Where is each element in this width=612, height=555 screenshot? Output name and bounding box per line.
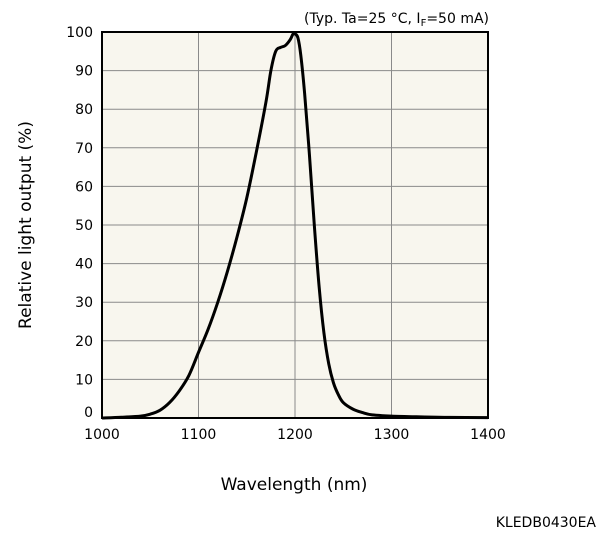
y-tick-label: 0 <box>84 405 93 421</box>
document-code: KLEDB0430EA <box>496 515 597 531</box>
x-tick-label: 1200 <box>277 427 313 443</box>
condition-suffix: =50 mA) <box>426 11 489 27</box>
x-tick-label: 1300 <box>374 427 410 443</box>
y-tick-labels: 0 10 20 30 40 50 60 70 80 90 100 <box>66 25 93 421</box>
y-axis-title: Relative light output (%) <box>16 121 36 329</box>
y-tick-label: 70 <box>75 141 93 157</box>
y-tick-label: 100 <box>66 25 93 41</box>
y-tick-label: 90 <box>75 64 93 80</box>
y-tick-label: 20 <box>75 334 93 350</box>
y-tick-label: 50 <box>75 218 93 234</box>
x-tick-labels: 1000 1100 1200 1300 1400 <box>84 427 506 443</box>
measurement-condition: (Typ. Ta=25 °C, IF=50 mA) <box>304 11 489 29</box>
x-tick-label: 1000 <box>84 427 120 443</box>
x-axis-title: Wavelength (nm) <box>221 475 368 495</box>
y-tick-label: 60 <box>75 179 93 195</box>
x-tick-label: 1400 <box>470 427 506 443</box>
y-tick-label: 10 <box>75 372 93 388</box>
plot-frame <box>101 31 489 419</box>
y-tick-label: 40 <box>75 257 93 273</box>
grid-lines <box>102 32 488 418</box>
y-tick-label: 80 <box>75 102 93 118</box>
condition-prefix: (Typ. Ta=25 °C, I <box>304 11 421 27</box>
condition-subscript: F <box>421 18 427 29</box>
emission-spectrum-line <box>101 31 489 420</box>
x-tick-label: 1100 <box>181 427 217 443</box>
y-tick-label: 30 <box>75 295 93 311</box>
